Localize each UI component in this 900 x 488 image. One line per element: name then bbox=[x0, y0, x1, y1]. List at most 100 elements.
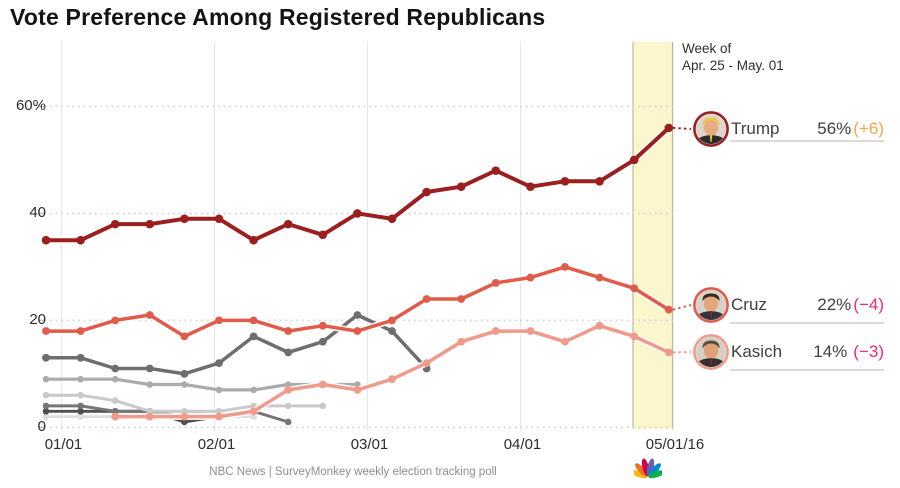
series-point-unlabeled-gray-1 bbox=[388, 327, 396, 335]
series-point-unlabeled-gray-3 bbox=[284, 402, 292, 410]
poll-value: 14% bbox=[813, 342, 848, 361]
series-point-Cruz bbox=[595, 273, 604, 282]
series-point-unlabeled-gray-5 bbox=[42, 407, 50, 415]
y-tick-label: 0 bbox=[37, 418, 46, 436]
series-point-Kasich bbox=[422, 359, 431, 368]
poll-change: (−4) bbox=[853, 295, 884, 314]
page-title: Vote Preference Among Registered Republi… bbox=[10, 4, 546, 30]
series-point-Kasich bbox=[353, 385, 362, 394]
nbc-peacock-icon bbox=[634, 458, 662, 479]
legend-value-cruz: 22% (−4) bbox=[817, 295, 884, 315]
series-point-Kasich bbox=[145, 412, 154, 421]
series-point-Kasich bbox=[318, 380, 327, 389]
callout-line-2: Apr. 25 - May. 01 bbox=[682, 58, 784, 73]
series-point-unlabeled-gray-2 bbox=[250, 386, 257, 394]
poll-change: (−3) bbox=[853, 342, 884, 361]
series-point-unlabeled-gray-3 bbox=[42, 391, 50, 399]
trump-avatar bbox=[693, 111, 729, 147]
series-point-unlabeled-gray-1 bbox=[145, 364, 154, 373]
series-point-unlabeled-gray-3 bbox=[215, 407, 223, 415]
series-point-Cruz bbox=[318, 321, 327, 330]
y-tick-label: 20 bbox=[29, 311, 46, 329]
series-line-Cruz bbox=[44, 265, 671, 339]
x-tick-label: 02/01 bbox=[197, 436, 236, 453]
series-point-unlabeled-gray-1 bbox=[318, 337, 327, 346]
annotation-connector-Cruz bbox=[672, 304, 692, 311]
series-point-Cruz bbox=[284, 327, 293, 335]
series-point-unlabeled-gray-3 bbox=[111, 397, 119, 404]
series-point-Trump bbox=[249, 235, 258, 245]
series-point-Kasich bbox=[284, 385, 293, 394]
series-point-Cruz bbox=[664, 305, 673, 314]
series-point-unlabeled-gray-4 bbox=[42, 402, 50, 410]
series-point-Kasich bbox=[388, 375, 396, 384]
series-point-Trump bbox=[353, 209, 362, 218]
series-point-unlabeled-gray-1 bbox=[42, 353, 50, 362]
legend-underline bbox=[730, 322, 884, 324]
series-line-unlabeled-gray-1 bbox=[44, 313, 429, 376]
highlight-band bbox=[633, 42, 673, 429]
series-point-Kasich bbox=[561, 337, 569, 346]
series-point-unlabeled-gray-1 bbox=[111, 364, 120, 373]
legend-row-kasich: Kasich 14% (−3) bbox=[692, 333, 884, 375]
series-point-Kasich bbox=[595, 321, 604, 330]
series-point-Kasich bbox=[630, 332, 639, 341]
poll-value: 56% bbox=[817, 119, 852, 138]
series-point-unlabeled-gray-6 bbox=[42, 413, 50, 420]
series-point-unlabeled-gray-3 bbox=[181, 407, 188, 415]
series-point-unlabeled-gray-2 bbox=[146, 381, 154, 388]
series-point-Cruz bbox=[526, 273, 535, 282]
x-tick-label: 03/01 bbox=[350, 436, 389, 453]
series-point-Trump bbox=[283, 219, 293, 229]
series-point-Trump bbox=[76, 235, 85, 245]
series-point-Cruz bbox=[249, 316, 258, 325]
poll-value: 22% bbox=[817, 295, 852, 314]
legend-underline bbox=[730, 369, 884, 371]
series-point-Kasich bbox=[180, 412, 189, 421]
series-point-unlabeled-gray-1 bbox=[215, 359, 223, 368]
series-point-unlabeled-gray-2 bbox=[215, 386, 223, 394]
series-point-unlabeled-gray-4 bbox=[77, 402, 84, 410]
series-point-unlabeled-gray-2 bbox=[181, 381, 188, 388]
series-point-Trump bbox=[180, 214, 189, 224]
series-point-Trump bbox=[595, 177, 604, 186]
series-point-Cruz bbox=[215, 316, 223, 325]
series-halo-Cruz bbox=[42, 263, 673, 340]
series-point-Trump bbox=[629, 155, 639, 165]
series-point-Cruz bbox=[422, 295, 431, 303]
series-point-Cruz bbox=[76, 327, 85, 335]
series-point-unlabeled-gray-2 bbox=[284, 381, 292, 388]
series-point-unlabeled-gray-5 bbox=[181, 418, 188, 426]
series-point-Trump bbox=[318, 230, 328, 240]
series-point-Cruz bbox=[457, 295, 466, 303]
series-point-Kasich bbox=[249, 407, 258, 416]
x-tick-label: 04/01 bbox=[503, 436, 542, 453]
series-point-Trump bbox=[145, 219, 155, 229]
series-point-Cruz bbox=[145, 311, 154, 319]
series-point-unlabeled-gray-4 bbox=[111, 407, 119, 415]
legend-row-trump: Trump 56% (+6) bbox=[692, 110, 884, 152]
legend-underline bbox=[730, 140, 884, 142]
x-tick-label: 01/01 bbox=[44, 436, 83, 453]
legend-name-trump: Trump bbox=[731, 119, 780, 138]
series-point-Cruz bbox=[180, 332, 189, 341]
series-point-Kasich bbox=[526, 327, 535, 335]
series-point-Trump bbox=[664, 123, 674, 133]
series-point-unlabeled-gray-1 bbox=[284, 348, 293, 357]
kasich-avatar bbox=[693, 334, 729, 370]
callout-line-1: Week of bbox=[682, 41, 732, 56]
series-point-Kasich bbox=[664, 348, 673, 357]
poll-change: (+6) bbox=[853, 119, 884, 138]
series-point-unlabeled-gray-1 bbox=[180, 369, 189, 378]
legend-value-trump: 56% (+6) bbox=[817, 119, 884, 139]
y-tick-label: 40 bbox=[29, 204, 46, 222]
legend-value-kasich: 14% (−3) bbox=[813, 342, 884, 362]
series-point-unlabeled-gray-4 bbox=[284, 418, 292, 426]
y-tick-label: 60% bbox=[15, 97, 46, 115]
series-point-Trump bbox=[214, 214, 224, 224]
series-point-unlabeled-gray-5 bbox=[77, 407, 84, 415]
series-point-unlabeled-gray-3 bbox=[319, 402, 327, 410]
series-point-Kasich bbox=[457, 337, 466, 346]
series-point-Trump bbox=[456, 182, 466, 191]
